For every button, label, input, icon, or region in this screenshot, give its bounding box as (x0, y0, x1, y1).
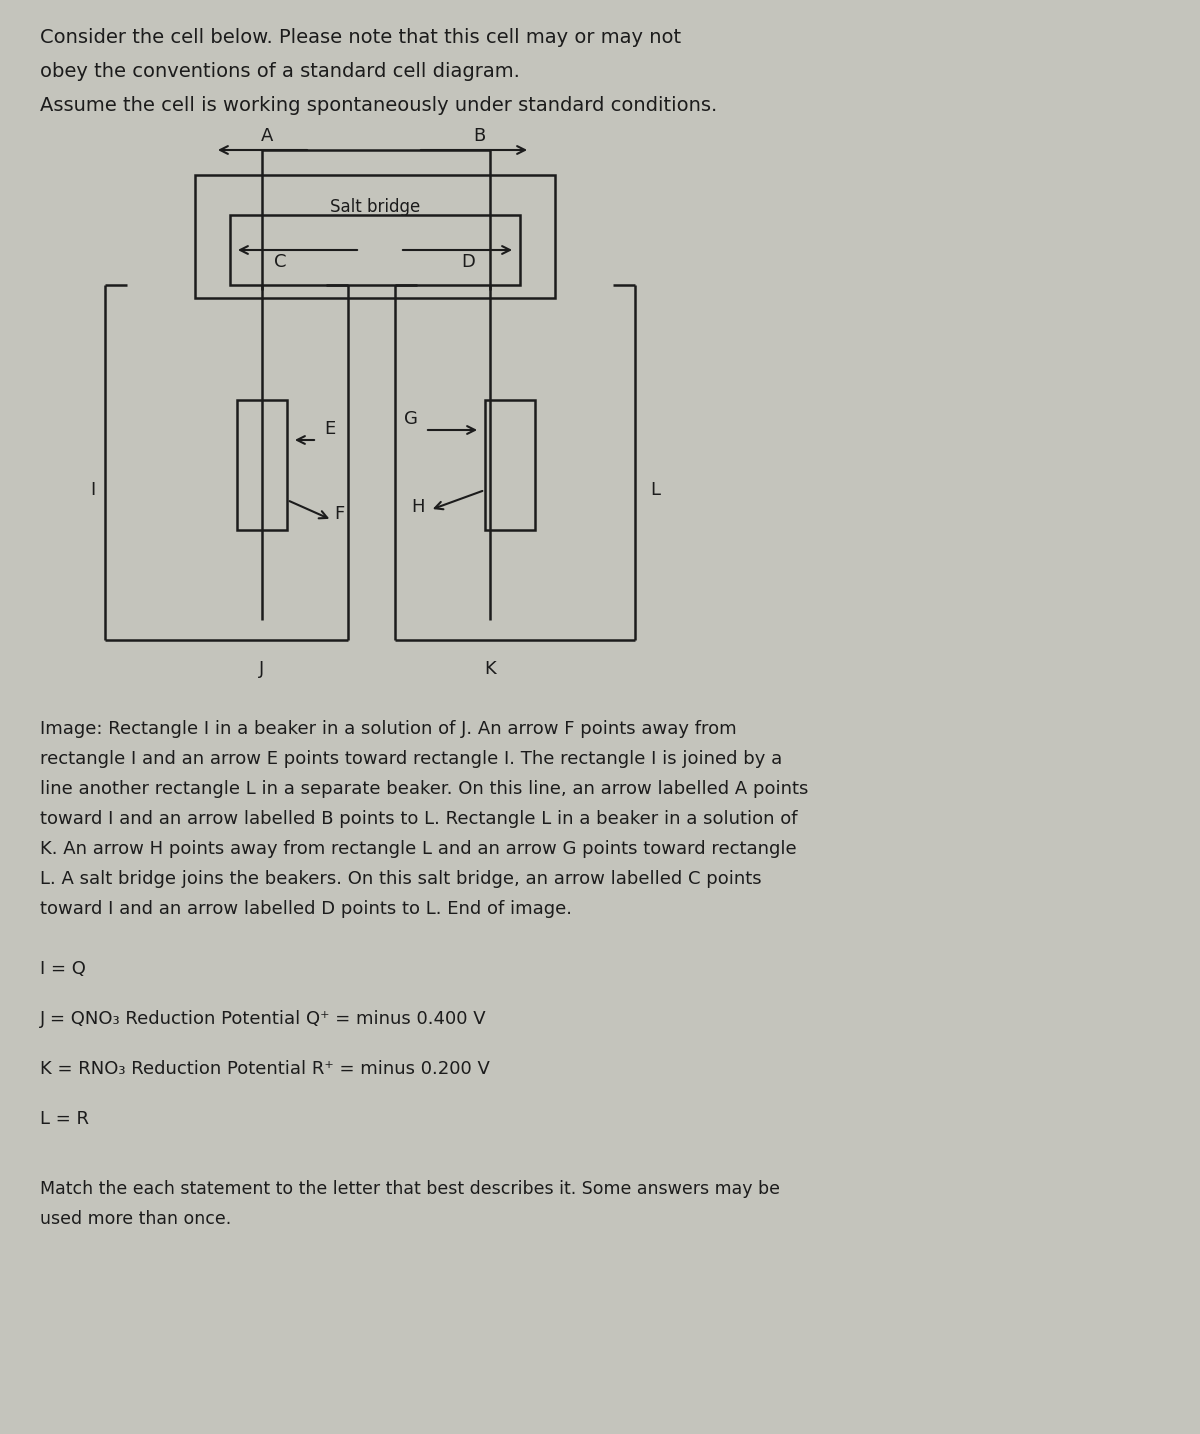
Text: L: L (650, 480, 660, 499)
Bar (194, 175, 554, 298)
Text: toward I and an arrow labelled B points to L. Rectangle L in a beaker in a solut: toward I and an arrow labelled B points … (40, 810, 798, 827)
Text: obey the conventions of a standard cell diagram.: obey the conventions of a standard cell … (40, 62, 520, 80)
Text: E: E (324, 420, 335, 437)
Text: I: I (90, 480, 95, 499)
Text: H: H (412, 498, 425, 516)
Text: D: D (461, 252, 475, 271)
Text: G: G (404, 410, 418, 427)
Text: B: B (473, 128, 485, 145)
Text: Salt bridge: Salt bridge (330, 198, 420, 217)
Text: Image: Rectangle I in a beaker in a solution of J. An arrow F points away from: Image: Rectangle I in a beaker in a solu… (40, 720, 737, 739)
Text: Consider the cell below. Please note that this cell may or may not: Consider the cell below. Please note tha… (40, 29, 682, 47)
Text: K. An arrow H points away from rectangle L and an arrow G points toward rectangl: K. An arrow H points away from rectangle… (40, 840, 797, 858)
Text: K: K (484, 660, 496, 678)
Text: toward I and an arrow labelled D points to L. End of image.: toward I and an arrow labelled D points … (40, 901, 572, 918)
Text: K = RNO₃ Reduction Potential R⁺ = minus 0.200 V: K = RNO₃ Reduction Potential R⁺ = minus … (40, 1060, 490, 1078)
Text: C: C (274, 252, 287, 271)
Bar (485, 400, 535, 531)
Bar (238, 400, 287, 531)
Text: J = QNO₃ Reduction Potential Q⁺ = minus 0.400 V: J = QNO₃ Reduction Potential Q⁺ = minus … (40, 1010, 487, 1028)
Text: L = R: L = R (40, 1110, 89, 1129)
Text: Match the each statement to the letter that best describes it. Some answers may : Match the each statement to the letter t… (40, 1180, 780, 1197)
Text: used more than once.: used more than once. (40, 1210, 232, 1228)
Text: line another rectangle L in a separate beaker. On this line, an arrow labelled A: line another rectangle L in a separate b… (40, 780, 809, 797)
Text: rectangle I and an arrow E points toward rectangle I. The rectangle I is joined : rectangle I and an arrow E points toward… (40, 750, 782, 769)
Text: F: F (334, 505, 344, 523)
Text: A: A (260, 128, 274, 145)
Text: I = Q: I = Q (40, 959, 86, 978)
Text: J: J (259, 660, 265, 678)
Text: Assume the cell is working spontaneously under standard conditions.: Assume the cell is working spontaneously… (40, 96, 718, 115)
Bar (230, 215, 520, 285)
Text: L. A salt bridge joins the beakers. On this salt bridge, an arrow labelled C poi: L. A salt bridge joins the beakers. On t… (40, 870, 762, 888)
